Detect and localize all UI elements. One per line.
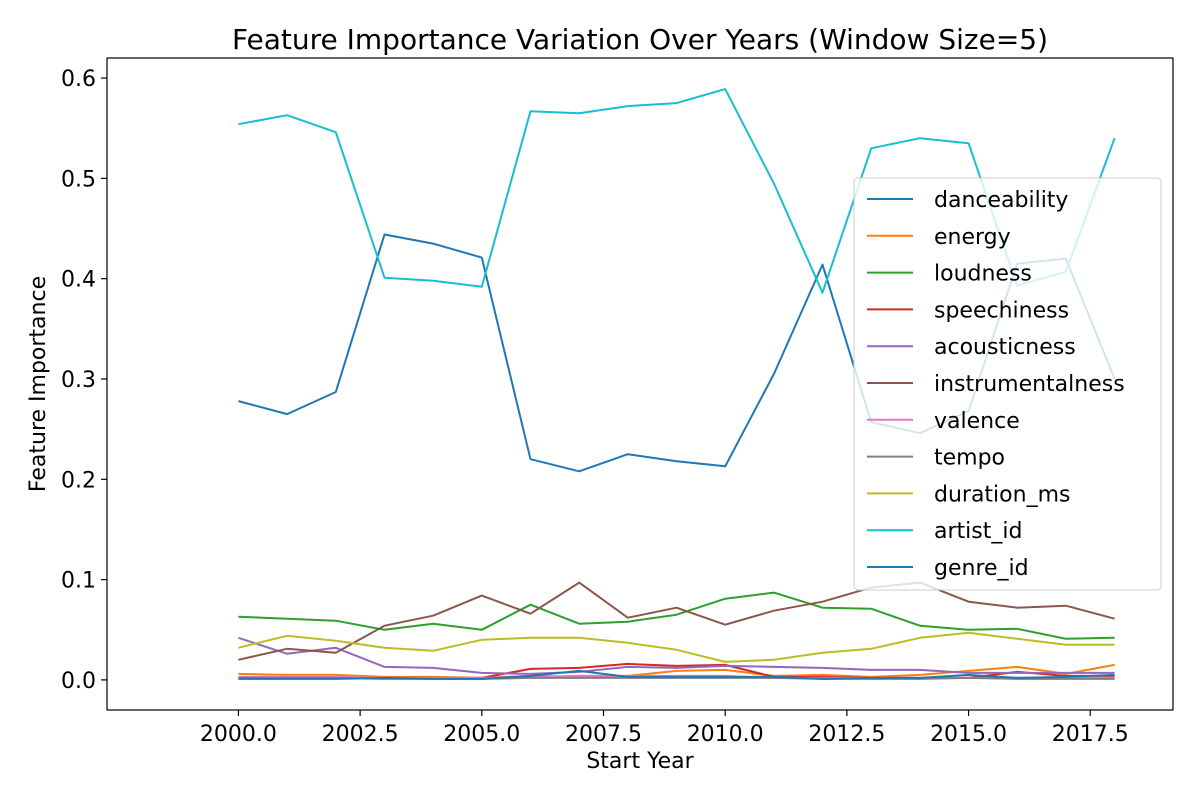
y-tick-label: 0.6 xyxy=(61,67,96,92)
chart-title: Feature Importance Variation Over Years … xyxy=(232,23,1048,56)
legend-box xyxy=(853,177,1162,591)
series-line-acousticness xyxy=(238,636,1115,675)
x-tick-label: 2012.5 xyxy=(808,722,885,747)
y-tick-label: 0.4 xyxy=(61,268,96,293)
x-tick-label: 2005.0 xyxy=(443,722,520,747)
series-line-genre-id xyxy=(238,669,1115,680)
y-axis-label: Feature Importance xyxy=(26,276,51,492)
x-tick-label: 2000.0 xyxy=(200,722,277,747)
legend-label-speechiness: speechiness xyxy=(934,298,1069,323)
x-axis: 2000.0 2002.5 2005.0 2007.5 2010.0 2012.5 2015… xyxy=(200,710,1129,747)
legend-label-valence: valence xyxy=(934,409,1020,434)
x-tick-label: 2007.5 xyxy=(565,722,642,747)
y-tick-label: 0.1 xyxy=(61,569,96,594)
legend-label-genre-id: genre_id xyxy=(934,556,1029,581)
x-tick-label: 2002.5 xyxy=(322,722,399,747)
legend-label-tempo: tempo xyxy=(934,446,1005,471)
legend-label-acousticness: acousticness xyxy=(934,335,1076,360)
series-line-loudness xyxy=(238,591,1115,640)
legend-label-instrumentalness: instrumentalness xyxy=(934,372,1125,397)
plot-frame xyxy=(106,57,1174,711)
y-tick-label: 0.2 xyxy=(61,468,96,493)
series-line-artist-id xyxy=(238,88,1116,294)
y-tick-label: 0.3 xyxy=(61,368,96,393)
series-layer xyxy=(238,88,1116,680)
x-tick-label: 2015.0 xyxy=(930,722,1007,747)
legend-label-duration-ms: duration_ms xyxy=(934,482,1070,507)
legend-label-artist-id: artist_id xyxy=(934,519,1022,544)
x-tick-label: 2010.0 xyxy=(687,722,764,747)
legend-label-energy: energy xyxy=(934,225,1011,250)
legend-label-danceability: danceability xyxy=(934,188,1068,213)
plot-area xyxy=(106,57,1174,711)
series-line-instrumentalness xyxy=(238,581,1115,661)
y-axis: 0.0 0.1 0.2 0.3 0.4 0.5 0.6 xyxy=(61,67,107,694)
legend-label-loudness: loudness xyxy=(934,262,1032,287)
legend: danceability energy loudness speechiness aco… xyxy=(853,177,1162,591)
x-axis-label: Start Year xyxy=(586,749,694,774)
x-tick-label: 2017.5 xyxy=(1052,722,1129,747)
y-tick-label: 0.0 xyxy=(61,669,96,694)
y-tick-label: 0.5 xyxy=(61,167,96,192)
series-line-duration-ms xyxy=(238,631,1115,663)
